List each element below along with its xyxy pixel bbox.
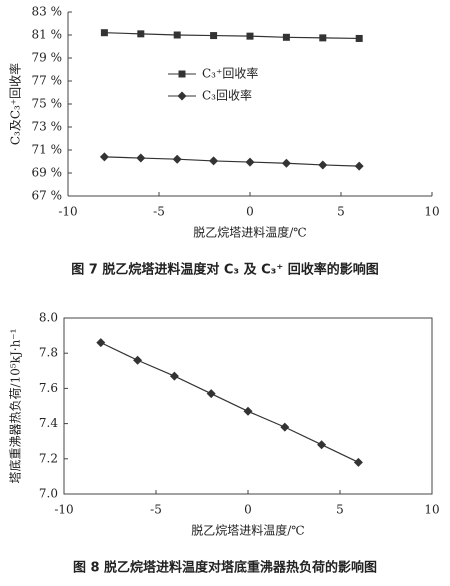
data-point [246,32,254,40]
series-line [104,32,360,40]
caption: 图 8 脱乙烷塔进料温度对塔底重沸器热负荷的影响图 [73,560,377,576]
series-line [100,342,359,463]
y-tick-label: 7.4 [39,416,58,430]
y-tick-label: 77 % [32,74,63,88]
data-point [318,160,328,170]
y-tick-label: 81 % [32,28,63,42]
y-tick-label: 7.8 [39,346,58,360]
data-point [173,31,181,39]
x-axis-label: 脱乙烷塔进料温度/℃ [193,225,306,240]
y-tick-label: 7.6 [39,381,58,395]
legend-label: C₃回收率 [202,88,252,103]
y-tick-label: 79 % [32,51,63,65]
data-point [245,157,255,167]
y-tick-label: 83 % [32,5,63,19]
data-point [353,457,363,467]
y-tick-label: 71 % [32,143,63,157]
legend-label: C₃⁺回收率 [202,66,258,81]
y-axis-label: C₃及C₃⁺回收率 [8,63,23,145]
y-axis-label: 塔底重沸器热负荷/10⁵kJ·h⁻¹ [8,329,23,484]
data-point [317,440,327,450]
data-point [137,30,145,38]
y-tick-label: 69 % [32,166,63,180]
x-tick-label: 5 [336,503,344,517]
data-point [354,161,364,171]
data-point [136,153,146,163]
data-point [319,34,327,42]
data-point [99,152,109,162]
x-tick-label: -5 [153,205,165,219]
data-point [100,29,108,37]
plot-frame [63,317,433,495]
data-point [206,389,216,399]
series-line [104,156,360,167]
data-point [282,33,290,41]
x-tick-label: 0 [246,205,254,219]
y-tick-label: 67 % [32,189,63,203]
data-point [96,338,106,348]
y-tick-label: 8.0 [39,311,58,325]
y-tick-label: 73 % [32,120,63,134]
x-tick-label: 0 [244,503,252,517]
x-tick-label: 10 [424,205,439,219]
data-point [281,158,291,168]
x-tick-label: -10 [54,503,73,517]
data-point [280,422,290,432]
y-tick-label: 75 % [32,97,63,111]
x-axis-label: 脱乙烷塔进料温度/℃ [191,523,304,538]
data-point [243,406,253,416]
legend-marker [178,70,186,78]
data-point [169,371,179,381]
x-tick-label: 10 [424,503,439,517]
legend-marker [177,91,187,101]
data-point [210,32,218,40]
x-tick-label: -10 [58,205,77,219]
caption: 图 7 脱乙烷塔进料温度对 C₃ 及 C₃⁺ 回收率的影响图 [71,262,379,278]
x-tick-label: 5 [337,205,345,219]
data-point [133,355,143,365]
data-point [172,154,182,164]
y-tick-label: 7.2 [39,451,58,465]
x-tick-label: -5 [150,503,162,517]
data-point [209,156,219,166]
y-tick-label: 7.0 [39,487,58,501]
data-point [355,34,363,42]
